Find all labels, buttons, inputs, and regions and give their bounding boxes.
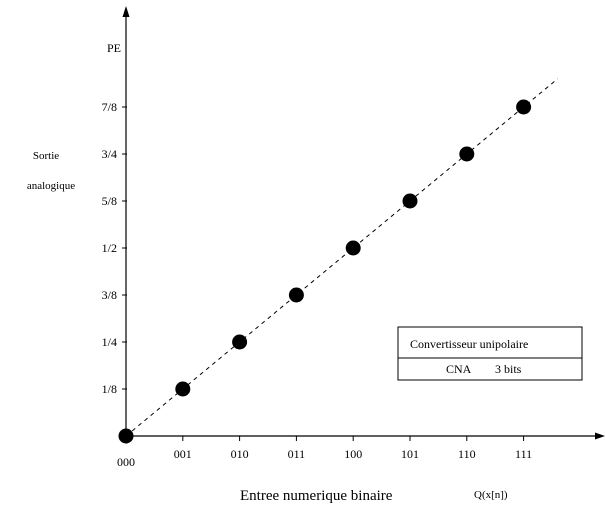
y-axis-title-line1: Sortie xyxy=(33,150,59,162)
x-tick-label: 100 xyxy=(344,447,362,461)
legend-cna: CNA xyxy=(446,362,472,376)
data-point-011 xyxy=(288,287,304,303)
x-axis-arrow xyxy=(595,432,605,440)
data-point-010 xyxy=(232,334,248,350)
y-tick-label: 5/8 xyxy=(102,194,117,208)
y-tick-label: 1/2 xyxy=(102,241,117,255)
x-tick-label: 011 xyxy=(288,447,306,461)
x-axis-title: Entree numerique binaire xyxy=(240,488,393,504)
y-tick-label: 3/8 xyxy=(102,288,117,302)
data-point-001 xyxy=(175,381,191,397)
x-tick-label: 010 xyxy=(231,447,249,461)
data-point-100 xyxy=(345,240,361,256)
data-point-101 xyxy=(402,193,418,209)
legend-title: Convertisseur unipolaire xyxy=(410,337,528,351)
y-axis-top-label: PE xyxy=(107,41,121,55)
data-point-111 xyxy=(516,99,532,115)
x-tick-label: 110 xyxy=(458,447,476,461)
y-axis-ticks: 1/8 1/4 3/8 1/2 5/8 3/4 7/8 xyxy=(102,100,127,396)
y-tick-label: 3/4 xyxy=(102,147,117,161)
data-point-000 xyxy=(118,428,134,444)
x-axis-ticks: 000 001 010 011 100 101 110 111 xyxy=(117,436,532,469)
x-tick-label: 111 xyxy=(515,447,532,461)
y-tick-label: 7/8 xyxy=(102,100,117,114)
legend-bits: 3 bits xyxy=(495,362,522,376)
trend-line xyxy=(125,78,558,437)
data-points xyxy=(118,99,532,444)
x-tick-label: 001 xyxy=(174,447,192,461)
x-tick-label: 000 xyxy=(117,455,135,469)
data-point-110 xyxy=(459,146,475,162)
x-axis-qx-label: Q(x[n]) xyxy=(474,489,508,501)
y-tick-label: 1/4 xyxy=(102,335,117,349)
trend-line-group xyxy=(125,78,558,437)
legend-box: Convertisseur unipolaire CNA 3 bits xyxy=(397,326,583,381)
y-axis-arrow xyxy=(122,6,130,17)
legend-frame xyxy=(397,326,583,381)
x-tick-label: 101 xyxy=(401,447,419,461)
y-axis-title-line2: analogique xyxy=(27,180,75,192)
y-tick-label: 1/8 xyxy=(102,382,117,396)
